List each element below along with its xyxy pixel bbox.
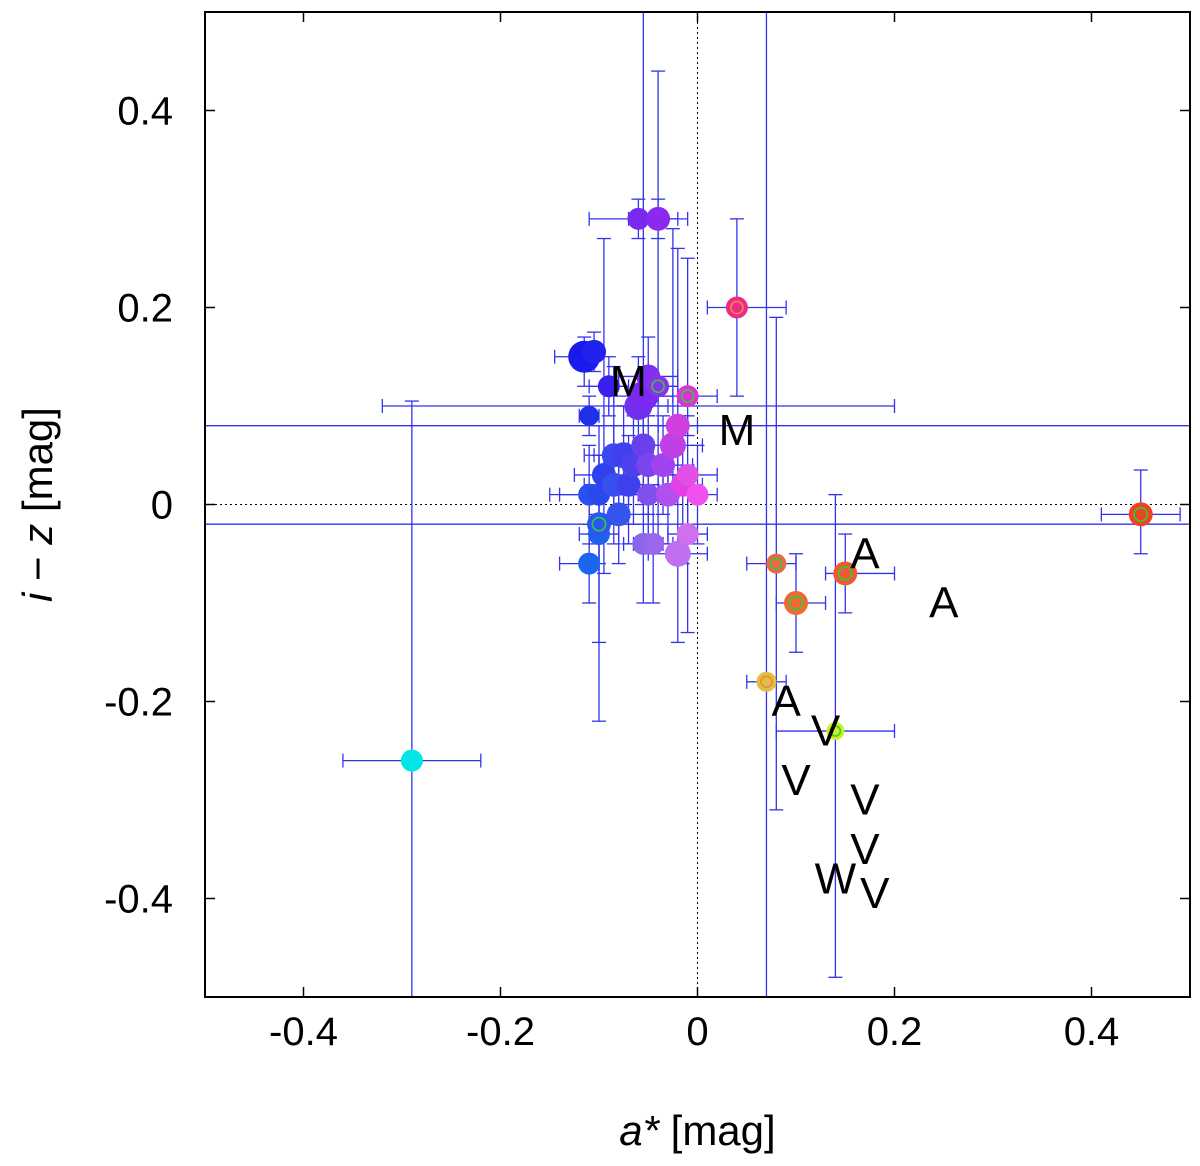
- data-point: [631, 433, 656, 458]
- data-point: [659, 432, 686, 459]
- class-label-a: A: [771, 677, 801, 726]
- data-point-ring: [837, 566, 853, 581]
- data-point: [606, 502, 631, 527]
- data-points: [400, 206, 1153, 772]
- data-point-ring: [1133, 506, 1149, 522]
- y-axis-title: i − z [mag]: [14, 407, 61, 602]
- y-axis-title-unit: [mag]: [14, 407, 61, 524]
- y-axis-title-i: i: [14, 591, 61, 602]
- data-point: [616, 472, 641, 497]
- data-point: [651, 453, 676, 478]
- y-axis-title-minus: −: [14, 545, 61, 593]
- data-point: [637, 483, 660, 506]
- data-point: [642, 532, 665, 555]
- data-point: [646, 206, 671, 231]
- data-point-ring: [680, 389, 695, 404]
- x-tick-label: 0.2: [867, 1010, 923, 1054]
- data-point-ring: [769, 557, 783, 570]
- data-point-ring: [788, 595, 804, 611]
- data-point: [582, 339, 607, 364]
- x-tick-label: 0: [686, 1010, 708, 1054]
- x-tick-label: -0.4: [269, 1010, 338, 1054]
- class-label-w: W: [815, 854, 857, 903]
- y-axis-title-z: z: [14, 524, 61, 546]
- x-axis-title-unit: [mag]: [659, 1107, 776, 1154]
- data-point-ring: [760, 675, 773, 689]
- x-tick-label: -0.2: [466, 1010, 535, 1054]
- data-point: [400, 749, 423, 772]
- y-tick-label: 0: [151, 484, 173, 528]
- data-point: [756, 671, 777, 692]
- data-point: [725, 296, 748, 319]
- x-axis-title-symbol: a*: [619, 1107, 660, 1154]
- y-tick-label: -0.4: [104, 878, 173, 922]
- class-label-a: A: [929, 579, 959, 628]
- data-point-ring: [591, 516, 607, 532]
- x-tick-label: 0.4: [1064, 1010, 1120, 1054]
- data-point: [686, 483, 709, 506]
- class-label-v: V: [811, 707, 841, 756]
- class-label-v: V: [850, 825, 880, 874]
- data-point: [826, 722, 845, 741]
- class-label-v: V: [860, 869, 890, 918]
- data-point: [579, 405, 600, 426]
- class-label-m: M: [610, 357, 647, 406]
- data-point: [664, 540, 691, 567]
- class-label-a: A: [850, 529, 880, 578]
- class-label-m: M: [719, 406, 756, 455]
- data-point: [627, 207, 650, 230]
- data-point: [676, 385, 699, 408]
- data-point: [647, 375, 670, 398]
- class-label-v: V: [850, 776, 880, 825]
- data-point: [587, 512, 611, 537]
- data-point-ring: [829, 725, 842, 737]
- data-point: [676, 463, 699, 486]
- axis-ticks: -0.4 -0.2 0 0.2 0.4 -0.4 -0.2 0 0.2 0.4: [104, 12, 1190, 1054]
- data-point: [784, 591, 808, 615]
- data-point: [597, 375, 620, 398]
- y-tick-label: -0.2: [104, 681, 173, 725]
- y-tick-label: 0.2: [117, 287, 173, 331]
- zero-lines: [205, 12, 1190, 997]
- data-point: [676, 523, 699, 546]
- data-point-ring: [651, 379, 665, 394]
- data-point-ring: [730, 300, 744, 315]
- data-point: [578, 552, 601, 575]
- data-point: [833, 561, 858, 586]
- data-point: [665, 413, 690, 438]
- data-point: [766, 553, 787, 574]
- class-label-v: V: [781, 756, 811, 805]
- x-axis-title: a* [mag]: [619, 1107, 775, 1154]
- y-tick-label: 0.4: [117, 90, 173, 134]
- data-point: [1128, 502, 1153, 527]
